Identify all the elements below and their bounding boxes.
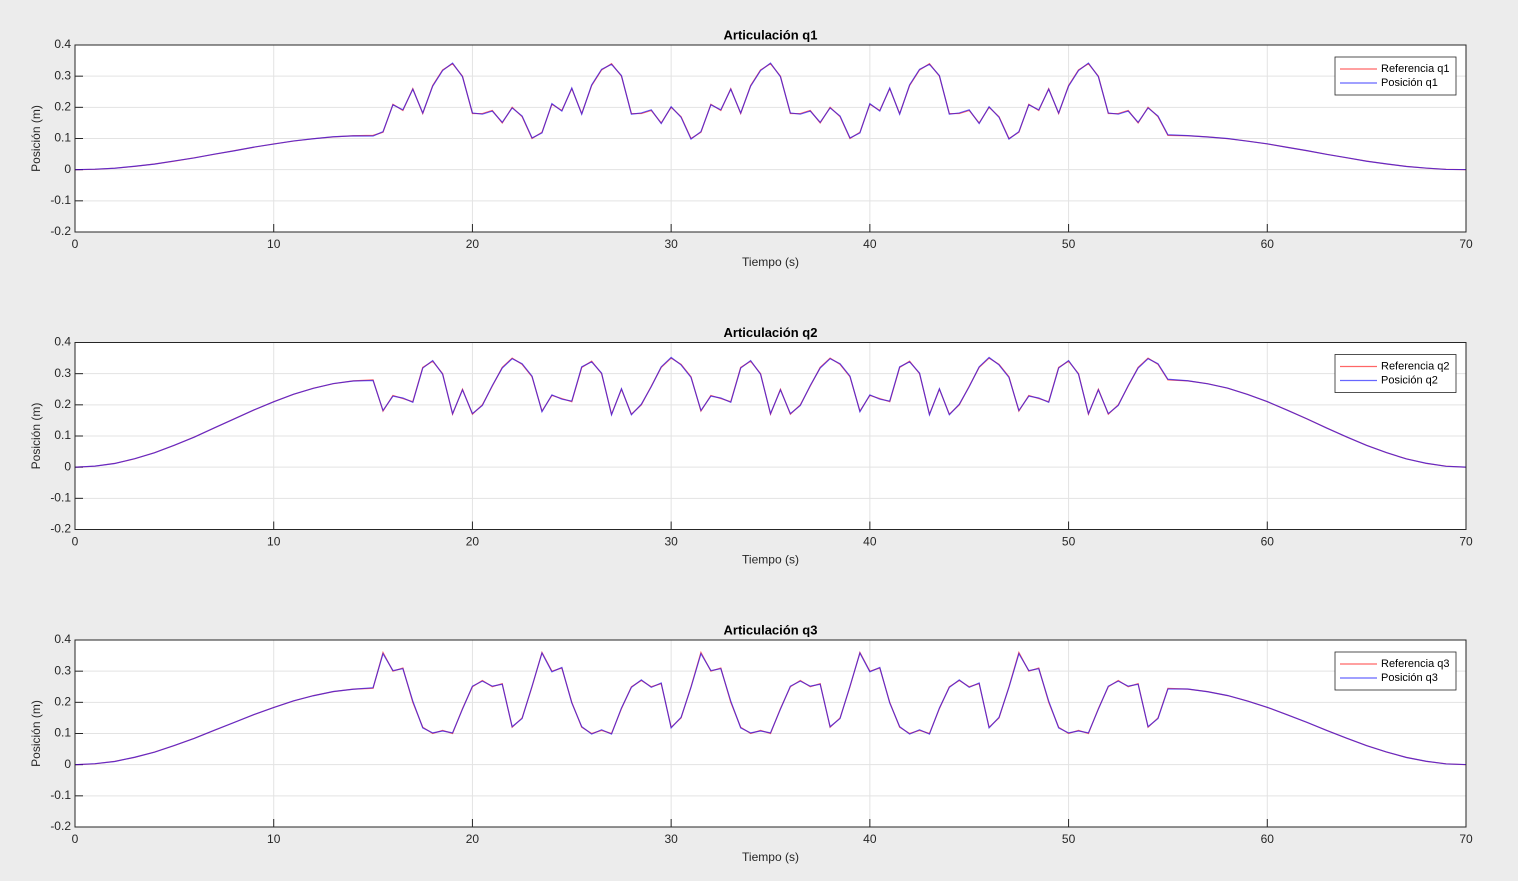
x-axis-label: Tiempo (s) — [742, 850, 799, 864]
x-tick-label: 70 — [1459, 535, 1473, 549]
x-tick-label: 30 — [664, 832, 678, 846]
y-tick-label: 0.4 — [54, 632, 71, 646]
y-tick-label: 0 — [64, 459, 71, 473]
y-tick-label: 0.4 — [54, 335, 71, 349]
y-tick-label: -0.1 — [50, 193, 71, 207]
y-tick-label: -0.1 — [50, 491, 71, 505]
legend-label: Referencia q1 — [1381, 63, 1450, 75]
legend-label: Posición q1 — [1381, 77, 1438, 89]
x-axis-label: Tiempo (s) — [742, 553, 799, 567]
x-tick-label: 20 — [466, 535, 480, 549]
legend-box — [1334, 56, 1457, 96]
axes-box — [74, 342, 1467, 530]
x-tick-label: 0 — [72, 535, 79, 549]
legend-label: Posición q2 — [1381, 374, 1438, 386]
axes-box — [74, 639, 1467, 828]
x-tick-label: 30 — [664, 535, 678, 549]
y-tick-label: 0.3 — [54, 68, 71, 82]
x-tick-label: 10 — [267, 535, 281, 549]
x-tick-label: 70 — [1459, 832, 1473, 846]
x-tick-label: 50 — [1062, 237, 1076, 251]
x-tick-label: 10 — [267, 832, 281, 846]
x-axis-label: Tiempo (s) — [742, 255, 799, 269]
y-tick-label: -0.1 — [50, 788, 71, 802]
x-tick-label: 20 — [466, 237, 480, 251]
y-tick-label: 0.2 — [54, 100, 71, 114]
x-tick-label: 70 — [1459, 237, 1473, 251]
y-tick-label: -0.2 — [50, 224, 71, 238]
x-tick-label: 60 — [1261, 237, 1275, 251]
y-tick-label: 0 — [64, 162, 71, 176]
legend-label: Referencia q3 — [1381, 658, 1450, 670]
y-tick-label: 0.2 — [54, 695, 71, 709]
y-tick-label: 0.4 — [54, 37, 71, 51]
y-tick-label: 0 — [64, 757, 71, 771]
y-tick-label: -0.2 — [50, 819, 71, 833]
x-tick-label: 0 — [72, 237, 79, 251]
y-axis-label: Posición (m) — [29, 105, 43, 172]
x-tick-label: 50 — [1062, 535, 1076, 549]
y-tick-label: 0.3 — [54, 366, 71, 380]
x-tick-label: 10 — [267, 237, 281, 251]
y-tick-label: 0.3 — [54, 663, 71, 677]
line-series — [74, 356, 1467, 468]
x-tick-label: 30 — [664, 237, 678, 251]
y-tick-label: 0.1 — [54, 428, 71, 442]
y-axis-label: Posición (m) — [29, 700, 43, 767]
x-tick-label: 0 — [72, 832, 79, 846]
y-tick-label: 0.1 — [54, 726, 71, 740]
line-series — [74, 62, 1467, 171]
y-tick-label: -0.2 — [50, 522, 71, 536]
x-tick-label: 40 — [863, 832, 877, 846]
x-tick-label: 60 — [1261, 535, 1275, 549]
x-tick-label: 20 — [466, 832, 480, 846]
y-axis-label: Posición (m) — [29, 403, 43, 470]
legend-label: Posición q3 — [1381, 672, 1438, 684]
y-tick-label: 0.1 — [54, 131, 71, 145]
x-tick-label: 50 — [1062, 832, 1076, 846]
legend-label: Referencia q2 — [1381, 360, 1450, 372]
legend-box — [1334, 354, 1457, 393]
x-tick-label: 40 — [863, 535, 877, 549]
legend-box — [1334, 651, 1457, 691]
chart-title: Articulación q2 — [724, 325, 818, 340]
y-tick-label: 0.2 — [54, 397, 71, 411]
chart-title: Articulación q1 — [724, 27, 818, 42]
axes-box — [74, 44, 1467, 233]
chart-title: Articulación q3 — [724, 622, 818, 637]
line-series — [74, 651, 1467, 766]
x-tick-label: 40 — [863, 237, 877, 251]
x-tick-label: 60 — [1261, 832, 1275, 846]
